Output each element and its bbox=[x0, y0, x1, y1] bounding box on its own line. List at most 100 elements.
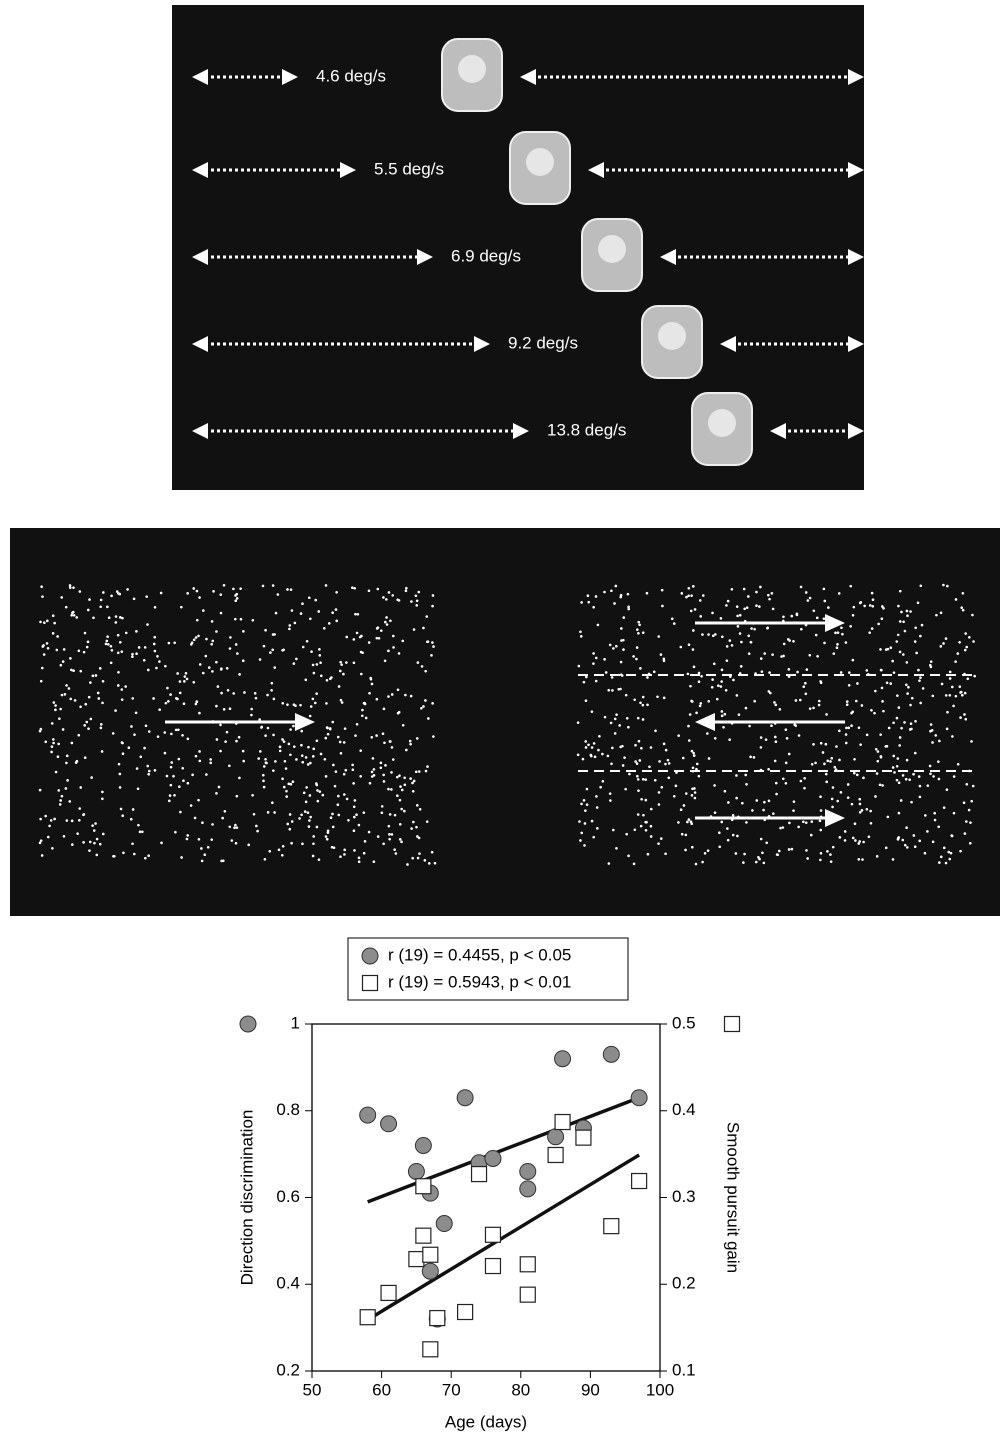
dot bbox=[400, 788, 404, 792]
dot bbox=[85, 720, 89, 724]
dot bbox=[641, 718, 645, 721]
dot bbox=[135, 630, 138, 633]
dot bbox=[324, 584, 328, 587]
dot bbox=[65, 684, 68, 687]
dot bbox=[956, 762, 960, 766]
dot bbox=[376, 835, 380, 838]
dot bbox=[317, 610, 321, 613]
dot bbox=[122, 851, 125, 855]
speed-label: 6.9 deg/s bbox=[451, 246, 521, 265]
dot bbox=[382, 780, 386, 783]
dot bbox=[855, 773, 859, 777]
dot bbox=[228, 707, 232, 710]
dot bbox=[370, 775, 374, 778]
dot bbox=[850, 711, 853, 715]
dot bbox=[892, 754, 896, 758]
dot bbox=[391, 594, 395, 597]
dot bbox=[879, 755, 883, 758]
dot bbox=[381, 732, 385, 735]
y2-tick-label: 0.2 bbox=[672, 1274, 696, 1293]
x-tick-label: 60 bbox=[372, 1380, 391, 1399]
dot bbox=[124, 685, 127, 688]
dot bbox=[769, 691, 772, 695]
dot bbox=[907, 685, 910, 689]
dot bbox=[858, 810, 862, 814]
point bbox=[630, 1089, 648, 1107]
dot bbox=[767, 690, 771, 693]
dot bbox=[219, 723, 222, 727]
dot bbox=[963, 691, 967, 695]
dot bbox=[853, 822, 857, 826]
dot bbox=[895, 640, 899, 643]
dot bbox=[933, 811, 936, 815]
point bbox=[359, 1106, 377, 1124]
dot bbox=[45, 642, 49, 645]
dot bbox=[867, 835, 871, 839]
dot bbox=[392, 634, 395, 638]
dot bbox=[690, 749, 694, 753]
dot bbox=[211, 823, 214, 826]
dot bbox=[731, 833, 735, 837]
dot bbox=[776, 853, 779, 857]
dot bbox=[403, 783, 407, 787]
dot bbox=[390, 746, 394, 749]
dot bbox=[784, 761, 788, 765]
dot bbox=[838, 729, 841, 733]
dot bbox=[592, 652, 595, 655]
dot bbox=[724, 688, 728, 692]
dot bbox=[684, 792, 688, 795]
dot bbox=[744, 773, 748, 777]
dot bbox=[147, 730, 151, 733]
dot bbox=[843, 830, 847, 833]
dot bbox=[640, 746, 643, 750]
dot bbox=[332, 763, 335, 767]
dot bbox=[884, 846, 888, 850]
dot bbox=[664, 762, 667, 766]
dot bbox=[101, 701, 104, 705]
dot bbox=[325, 837, 329, 841]
dot bbox=[368, 691, 371, 695]
dot bbox=[197, 798, 200, 802]
dot bbox=[699, 702, 703, 705]
dot bbox=[276, 593, 280, 596]
dot bbox=[332, 846, 336, 850]
dot bbox=[584, 746, 588, 749]
dot bbox=[829, 760, 832, 763]
dot bbox=[50, 745, 54, 748]
dot bbox=[241, 659, 245, 663]
dot bbox=[874, 795, 877, 798]
dot bbox=[339, 855, 342, 858]
dot bbox=[614, 584, 618, 588]
dot bbox=[166, 686, 169, 690]
dot bbox=[880, 617, 884, 621]
dot bbox=[918, 795, 922, 799]
dot bbox=[585, 803, 589, 806]
dot bbox=[579, 630, 582, 634]
dot bbox=[778, 708, 782, 711]
dot bbox=[156, 735, 160, 738]
dot bbox=[608, 792, 612, 795]
dot bbox=[352, 805, 356, 809]
dot bbox=[865, 807, 869, 811]
dot bbox=[57, 789, 61, 792]
arrow-head bbox=[192, 162, 208, 178]
dot bbox=[156, 654, 159, 658]
dot bbox=[191, 773, 194, 777]
dot bbox=[659, 837, 663, 840]
dot bbox=[153, 635, 157, 639]
arrow-head bbox=[848, 423, 864, 439]
dot bbox=[659, 653, 663, 656]
dot bbox=[862, 776, 865, 780]
dot bbox=[652, 670, 656, 674]
dot bbox=[959, 849, 962, 853]
dot bbox=[819, 852, 823, 855]
dot bbox=[303, 810, 307, 813]
dot bbox=[94, 822, 97, 825]
dot bbox=[657, 791, 661, 794]
dot bbox=[695, 767, 698, 771]
dot bbox=[300, 754, 304, 757]
dot bbox=[76, 832, 79, 835]
dot bbox=[43, 621, 46, 625]
dot bbox=[664, 748, 668, 752]
dot bbox=[627, 605, 630, 609]
